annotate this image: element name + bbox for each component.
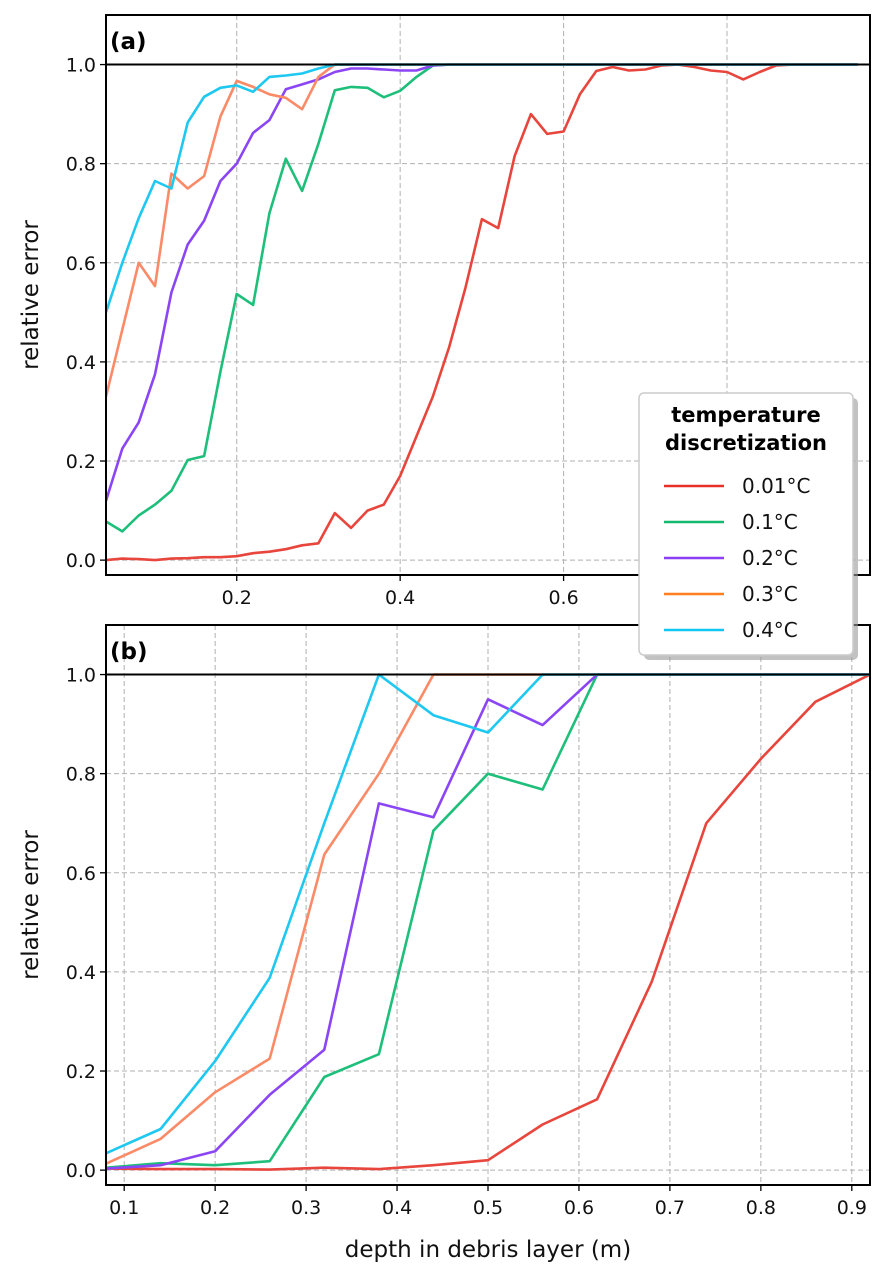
y-tick-label: 0.6: [66, 253, 96, 275]
panel-label: (a): [110, 29, 147, 55]
y-tick-label: 1.0: [66, 665, 96, 687]
x-tick-label: 0.7: [655, 1197, 685, 1219]
x-tick-label: 0.6: [548, 587, 578, 609]
y-axis-label: relative error: [18, 830, 44, 980]
axes-frame: [105, 14, 871, 576]
legend-box: [638, 392, 854, 656]
panel-label: (b): [110, 639, 148, 665]
legend-title: discretization: [665, 431, 827, 455]
series-line-03: [106, 63, 858, 397]
x-tick-label: 0.2: [222, 587, 252, 609]
x-tick-label: 0.1: [109, 1197, 139, 1219]
x-tick-label: 0.6: [564, 1197, 594, 1219]
y-tick-label: 0.8: [66, 154, 96, 176]
x-tick-label: 0.8: [746, 1197, 776, 1219]
y-tick-label: 0.4: [66, 352, 96, 374]
y-tick-label: 0.4: [66, 962, 96, 984]
y-tick-label: 0.8: [66, 764, 96, 786]
x-tick-label: 0.2: [200, 1197, 230, 1219]
axes-frame: [105, 624, 871, 1186]
legend-title: temperature: [671, 403, 821, 427]
legend-label: 0.1°C: [742, 510, 798, 534]
x-tick-label: 0.9: [837, 1197, 867, 1219]
series-line-001: [106, 673, 870, 1171]
legend-label: 0.01°C: [742, 474, 811, 498]
panel-b: 0.1 0.2 0.3 0.4 0.5 0.6 0.7 0.8 0.9 0.0 0.2 0.4 0.6 0…: [18, 624, 871, 1263]
x-axis-label: depth in debris layer (m): [345, 1237, 631, 1263]
y-tick-label: 0.6: [66, 863, 96, 885]
x-tick-label: 0.3: [291, 1197, 321, 1219]
legend-label: 0.2°C: [742, 546, 798, 570]
x-tick-label: 0.4: [385, 587, 415, 609]
series-line-04: [106, 63, 858, 313]
y-tick-label: 1.0: [66, 55, 96, 77]
y-tick-label: 0.0: [66, 550, 96, 572]
legend-label: 0.3°C: [742, 582, 798, 606]
x-tick-label: 0.5: [473, 1197, 503, 1219]
y-tick-label: 0.2: [66, 1061, 96, 1083]
y-tick-label: 0.2: [66, 451, 96, 473]
legend-label: 0.4°C: [742, 618, 798, 642]
y-axis-label: relative error: [18, 220, 44, 370]
x-tick-label: 0.4: [382, 1197, 412, 1219]
series-line-001: [106, 63, 858, 562]
y-tick-label: 0.0: [66, 1160, 96, 1182]
legend: temperature discretization 0.01°C 0.1°C 0.2°…: [638, 392, 858, 660]
